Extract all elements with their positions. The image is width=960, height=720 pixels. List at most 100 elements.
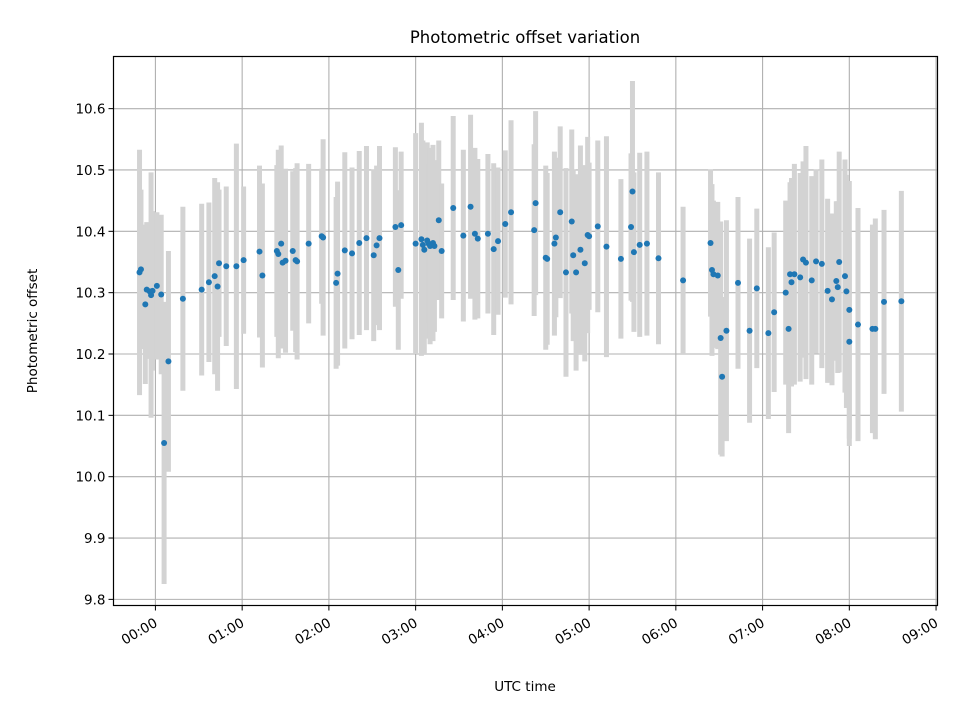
y-tick-label: 9.8 <box>84 592 105 608</box>
data-point <box>562 269 569 276</box>
data-point <box>495 238 502 245</box>
data-point <box>568 218 575 225</box>
data-point <box>282 257 289 264</box>
data-point <box>198 286 205 293</box>
data-point <box>275 251 282 258</box>
data-point <box>797 274 804 281</box>
data-point <box>753 285 760 292</box>
data-point <box>707 239 714 246</box>
data-point <box>471 230 478 237</box>
y-tick-label: 10.0 <box>75 470 105 486</box>
data-point <box>717 335 724 342</box>
data-point <box>435 217 442 224</box>
data-point <box>418 236 425 243</box>
data-point <box>412 240 419 247</box>
data-point <box>834 284 841 291</box>
data-point <box>259 272 266 279</box>
data-point <box>467 203 474 210</box>
data-point <box>419 241 426 248</box>
data-point <box>785 325 792 332</box>
data-point <box>846 306 853 313</box>
data-point <box>872 325 879 332</box>
data-point <box>544 255 551 262</box>
data-point <box>643 240 650 247</box>
chart-title: Photometric offset variation <box>410 28 640 47</box>
data-point <box>532 200 539 207</box>
data-point <box>841 273 848 280</box>
data-point <box>818 260 825 267</box>
data-point <box>484 230 491 237</box>
data-point <box>791 271 798 278</box>
data-point <box>161 439 168 446</box>
data-point <box>735 279 742 286</box>
data-point <box>802 259 809 266</box>
data-point <box>552 234 559 241</box>
data-point <box>165 358 172 365</box>
y-axis-ticks: 9.8 9.9 10.0 10.1 10.2 10.3 10.4 10.5 10.6 <box>75 102 114 608</box>
data-point <box>586 233 593 240</box>
data-point <box>557 209 564 216</box>
data-point <box>577 246 584 253</box>
data-point <box>376 235 383 242</box>
data-point <box>636 241 643 248</box>
data-point <box>570 252 577 259</box>
data-point <box>179 295 186 302</box>
data-point <box>223 263 230 270</box>
data-point <box>305 240 312 247</box>
data-point <box>153 282 160 289</box>
y-tick-label: 10.5 <box>75 163 105 179</box>
data-point <box>158 291 165 298</box>
data-point <box>233 263 240 270</box>
data-point <box>460 232 467 239</box>
y-tick-label: 10.2 <box>75 347 105 363</box>
grid-lines <box>113 56 938 606</box>
data-point <box>450 205 457 212</box>
data-point <box>833 278 840 285</box>
data-point <box>531 227 538 234</box>
data-point <box>824 287 831 294</box>
y-tick-label: 10.6 <box>75 102 105 118</box>
data-point <box>813 258 820 265</box>
data-point <box>628 224 635 231</box>
data-point <box>630 249 637 256</box>
data-point <box>782 289 789 296</box>
data-point <box>788 279 795 286</box>
data-point <box>765 330 772 337</box>
data-point <box>808 277 815 284</box>
data-point <box>719 373 726 380</box>
data-point <box>240 257 247 264</box>
data-point <box>594 223 601 230</box>
data-point <box>581 260 588 267</box>
y-tick-label: 10.3 <box>75 286 105 302</box>
plot-frame <box>112 55 939 607</box>
data-point <box>289 247 296 254</box>
data-point <box>854 321 861 328</box>
y-tick-label: 10.1 <box>75 408 105 424</box>
data-point <box>846 338 853 345</box>
data-point <box>714 272 721 279</box>
data-point <box>438 247 445 254</box>
data-point <box>655 255 662 262</box>
data-point <box>431 243 438 250</box>
data-point <box>603 243 610 250</box>
data-point <box>256 248 263 255</box>
data-point <box>398 222 405 229</box>
data-point <box>216 260 223 267</box>
y-axis-label: Photometric offset <box>25 269 41 393</box>
data-point <box>149 287 156 294</box>
data-point <box>356 239 363 246</box>
data-point <box>490 246 497 253</box>
data-point <box>370 252 377 259</box>
data-point <box>214 283 221 290</box>
data-point <box>551 240 558 247</box>
data-point <box>881 298 888 305</box>
data-point <box>294 258 301 265</box>
data-point <box>137 266 144 273</box>
data-point <box>723 327 730 334</box>
data-point <box>278 240 285 247</box>
data-point <box>680 277 687 284</box>
data-point <box>341 247 348 254</box>
data-point <box>508 209 515 216</box>
y-tick-label: 10.4 <box>75 224 105 240</box>
